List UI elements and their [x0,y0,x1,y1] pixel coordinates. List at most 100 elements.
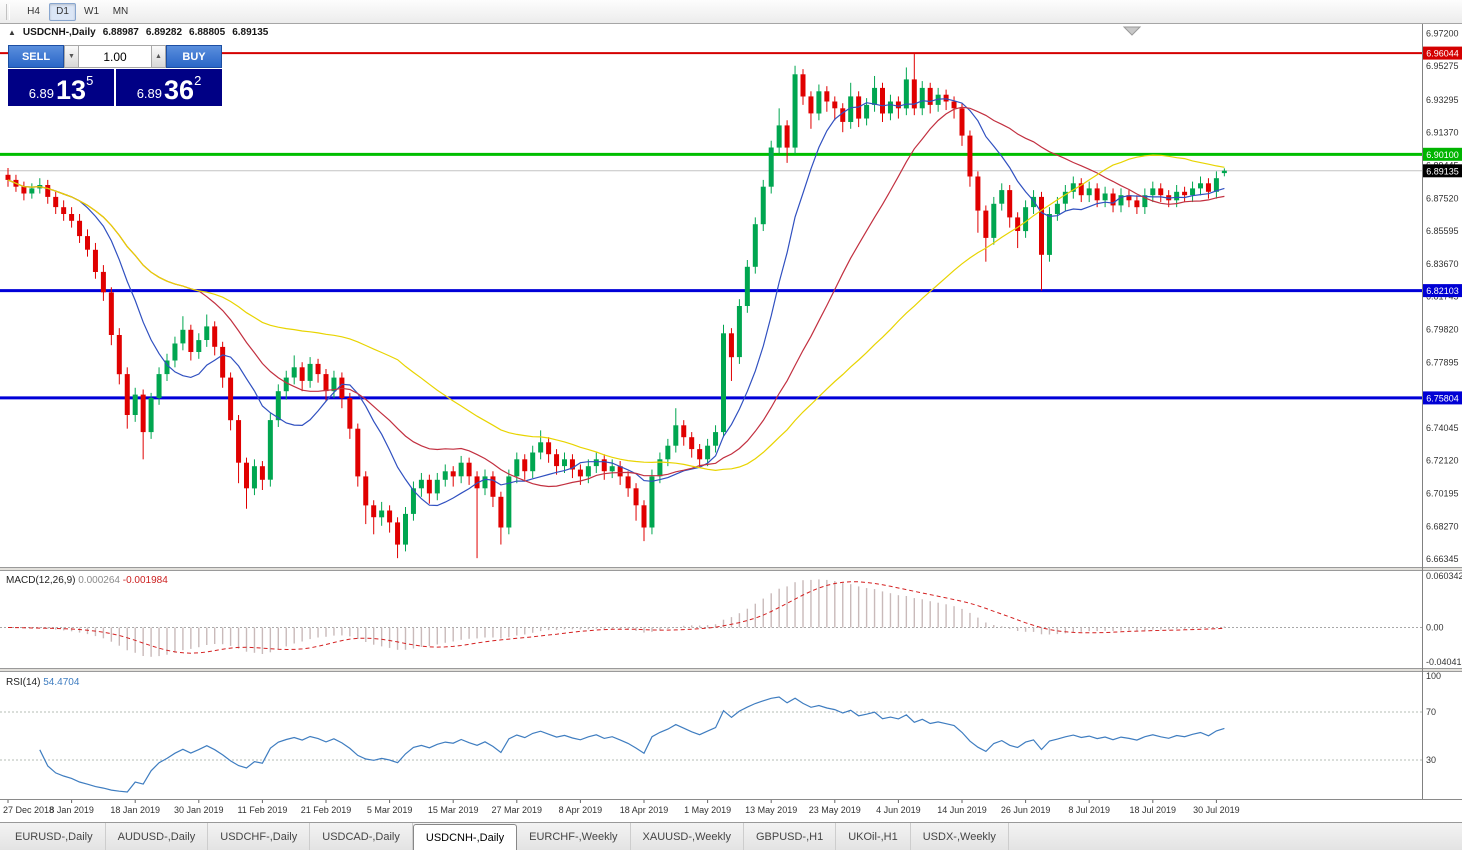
svg-text:6.89135: 6.89135 [1426,166,1459,176]
price-axis[interactable]: 6.972006.952756.932956.913706.894456.875… [1422,24,1462,799]
chart-tab[interactable]: USDX-,Weekly [911,823,1009,850]
svg-text:1 May 2019: 1 May 2019 [684,805,731,815]
svg-text:14 Jun 2019: 14 Jun 2019 [937,805,987,815]
price-level-tag[interactable]: 6.90100 [1423,147,1462,161]
svg-text:6.87520: 6.87520 [1426,193,1459,203]
svg-text:30 Jan 2019: 30 Jan 2019 [174,805,224,815]
svg-text:27 Mar 2019: 27 Mar 2019 [492,805,543,815]
period-button-mn[interactable]: MN [112,6,129,17]
macd-label: MACD(12,26,9) 0.000264 -0.001984 [6,575,168,586]
svg-text:6.97200: 6.97200 [1426,28,1459,38]
price-level-tag[interactable]: 6.82103 [1423,284,1462,298]
buy-button[interactable]: BUY [166,45,222,68]
svg-text:6.66345: 6.66345 [1426,554,1459,564]
svg-text:30: 30 [1426,755,1436,765]
ohlc-close: 6.89135 [232,27,269,38]
rsi-panel: RSI(14) 54.4704 [0,677,1422,793]
svg-text:6.79820: 6.79820 [1426,325,1459,335]
svg-text:6.90100: 6.90100 [1426,150,1459,160]
ma-line-10[interactable] [7,98,1225,507]
price-level-tag[interactable]: 6.75804 [1423,391,1462,405]
svg-text:6.75804: 6.75804 [1426,393,1459,403]
svg-text:6.96044: 6.96044 [1426,49,1459,59]
svg-text:-0.040415: -0.040415 [1426,657,1462,667]
period-button-d1[interactable]: D1 [49,2,76,21]
chart-tab[interactable]: GBPUSD-,H1 [744,823,837,850]
chart-tab[interactable]: AUDUSD-,Daily [106,823,209,850]
svg-text:6.68270: 6.68270 [1426,521,1459,531]
svg-text:6.85595: 6.85595 [1426,226,1459,236]
buy-price-display[interactable]: 6.89 36 2 [116,69,222,106]
rsi-line [39,696,1225,793]
svg-text:6.74045: 6.74045 [1426,423,1459,433]
sell-price-pips: 13 [56,75,87,106]
svg-text:6.95275: 6.95275 [1426,61,1459,71]
svg-text:30 Jul 2019: 30 Jul 2019 [1193,805,1240,815]
sell-price-display[interactable]: 6.89 13 5 [8,69,114,106]
volume-input[interactable] [79,45,151,68]
toolbar-grip[interactable] [6,3,10,20]
ma-line-25[interactable] [7,106,1225,488]
ohlc-open: 6.88987 [102,27,139,38]
svg-text:8 Apr 2019: 8 Apr 2019 [559,805,603,815]
chart-tab[interactable]: USDCNH-,Daily [412,824,518,850]
triangle-up-icon: ▲ [155,53,162,60]
price-level-tag[interactable]: 6.96044 [1423,46,1462,60]
ohlc-low: 6.88805 [189,27,226,38]
svg-text:27 Dec 2018: 27 Dec 2018 [3,805,54,815]
triangle-down-icon: ▼ [68,53,75,60]
price-level-tag[interactable]: 6.89135 [1423,164,1462,178]
sell-button[interactable]: SELL [8,45,64,68]
svg-text:18 Jul 2019: 18 Jul 2019 [1130,805,1177,815]
volume-decrease-button[interactable]: ▼ [64,45,79,68]
sell-price-point: 5 [86,73,94,88]
svg-text:5 Mar 2019: 5 Mar 2019 [367,805,413,815]
period-button-w1[interactable]: W1 [84,6,99,17]
svg-text:4 Jun 2019: 4 Jun 2019 [876,805,921,815]
svg-text:8 Jul 2019: 8 Jul 2019 [1068,805,1110,815]
svg-text:18 Apr 2019: 18 Apr 2019 [620,805,669,815]
chart-shift-marker[interactable] [1122,26,1142,36]
macd-panel: MACD(12,26,9) 0.000264 -0.001984 [0,575,1422,657]
main-price-panel [0,52,1422,559]
svg-text:21 Feb 2019: 21 Feb 2019 [301,805,352,815]
chart-tab[interactable]: USDCHF-,Daily [208,823,311,850]
chart-tab[interactable]: EURCHF-,Weekly [517,823,631,850]
ohlc-high: 6.89282 [145,27,183,38]
svg-text:15 Mar 2019: 15 Mar 2019 [428,805,479,815]
chart-tab[interactable]: USDCAD-,Daily [310,823,413,850]
svg-text:6.82103: 6.82103 [1426,286,1459,296]
sell-price-prefix: 6.89 [28,86,55,102]
svg-text:6.70195: 6.70195 [1426,489,1459,499]
svg-text:13 May 2019: 13 May 2019 [745,805,797,815]
chart-tab[interactable]: XAUUSD-,Weekly [631,823,744,850]
chart-tab[interactable]: EURUSD-,Daily [3,823,106,850]
svg-text:6.91370: 6.91370 [1426,128,1459,138]
svg-text:6.93295: 6.93295 [1426,95,1459,105]
svg-text:8 Jan 2019: 8 Jan 2019 [49,805,94,815]
ohlc-header: ▲ USDCNH-,Daily 6.88987 6.89282 6.88805 … [8,27,268,38]
timeframe-toolbar: H4 D1 W1 MN [0,0,1462,24]
buy-price-prefix: 6.89 [136,86,163,102]
rsi-label: RSI(14) 54.4704 [6,677,80,688]
period-buttons: H4 D1 W1 MN [20,2,134,21]
svg-text:23 May 2019: 23 May 2019 [809,805,861,815]
svg-text:6.77895: 6.77895 [1426,357,1459,367]
chart-title: USDCNH-,Daily [22,27,96,38]
ohlc-collapse-icon[interactable]: ▲ [8,28,16,37]
buy-price-pips: 36 [164,75,195,106]
svg-text:70: 70 [1426,707,1436,717]
svg-text:6.83670: 6.83670 [1426,259,1459,269]
svg-text:6.72120: 6.72120 [1426,456,1459,466]
svg-text:18 Jan 2019: 18 Jan 2019 [110,805,160,815]
svg-text:0.060342: 0.060342 [1426,571,1462,581]
volume-increase-button[interactable]: ▲ [151,45,166,68]
candles-layer [5,53,1227,559]
macd-signal-line [7,581,1225,654]
chart-canvas[interactable]: MACD(12,26,9) 0.000264 -0.001984 RSI(14) … [0,24,1462,822]
ma-line-50[interactable] [7,154,1225,472]
svg-text:11 Feb 2019: 11 Feb 2019 [237,805,287,815]
chart-tab[interactable]: UKOil-,H1 [836,823,911,850]
period-button-h4[interactable]: H4 [27,6,40,17]
